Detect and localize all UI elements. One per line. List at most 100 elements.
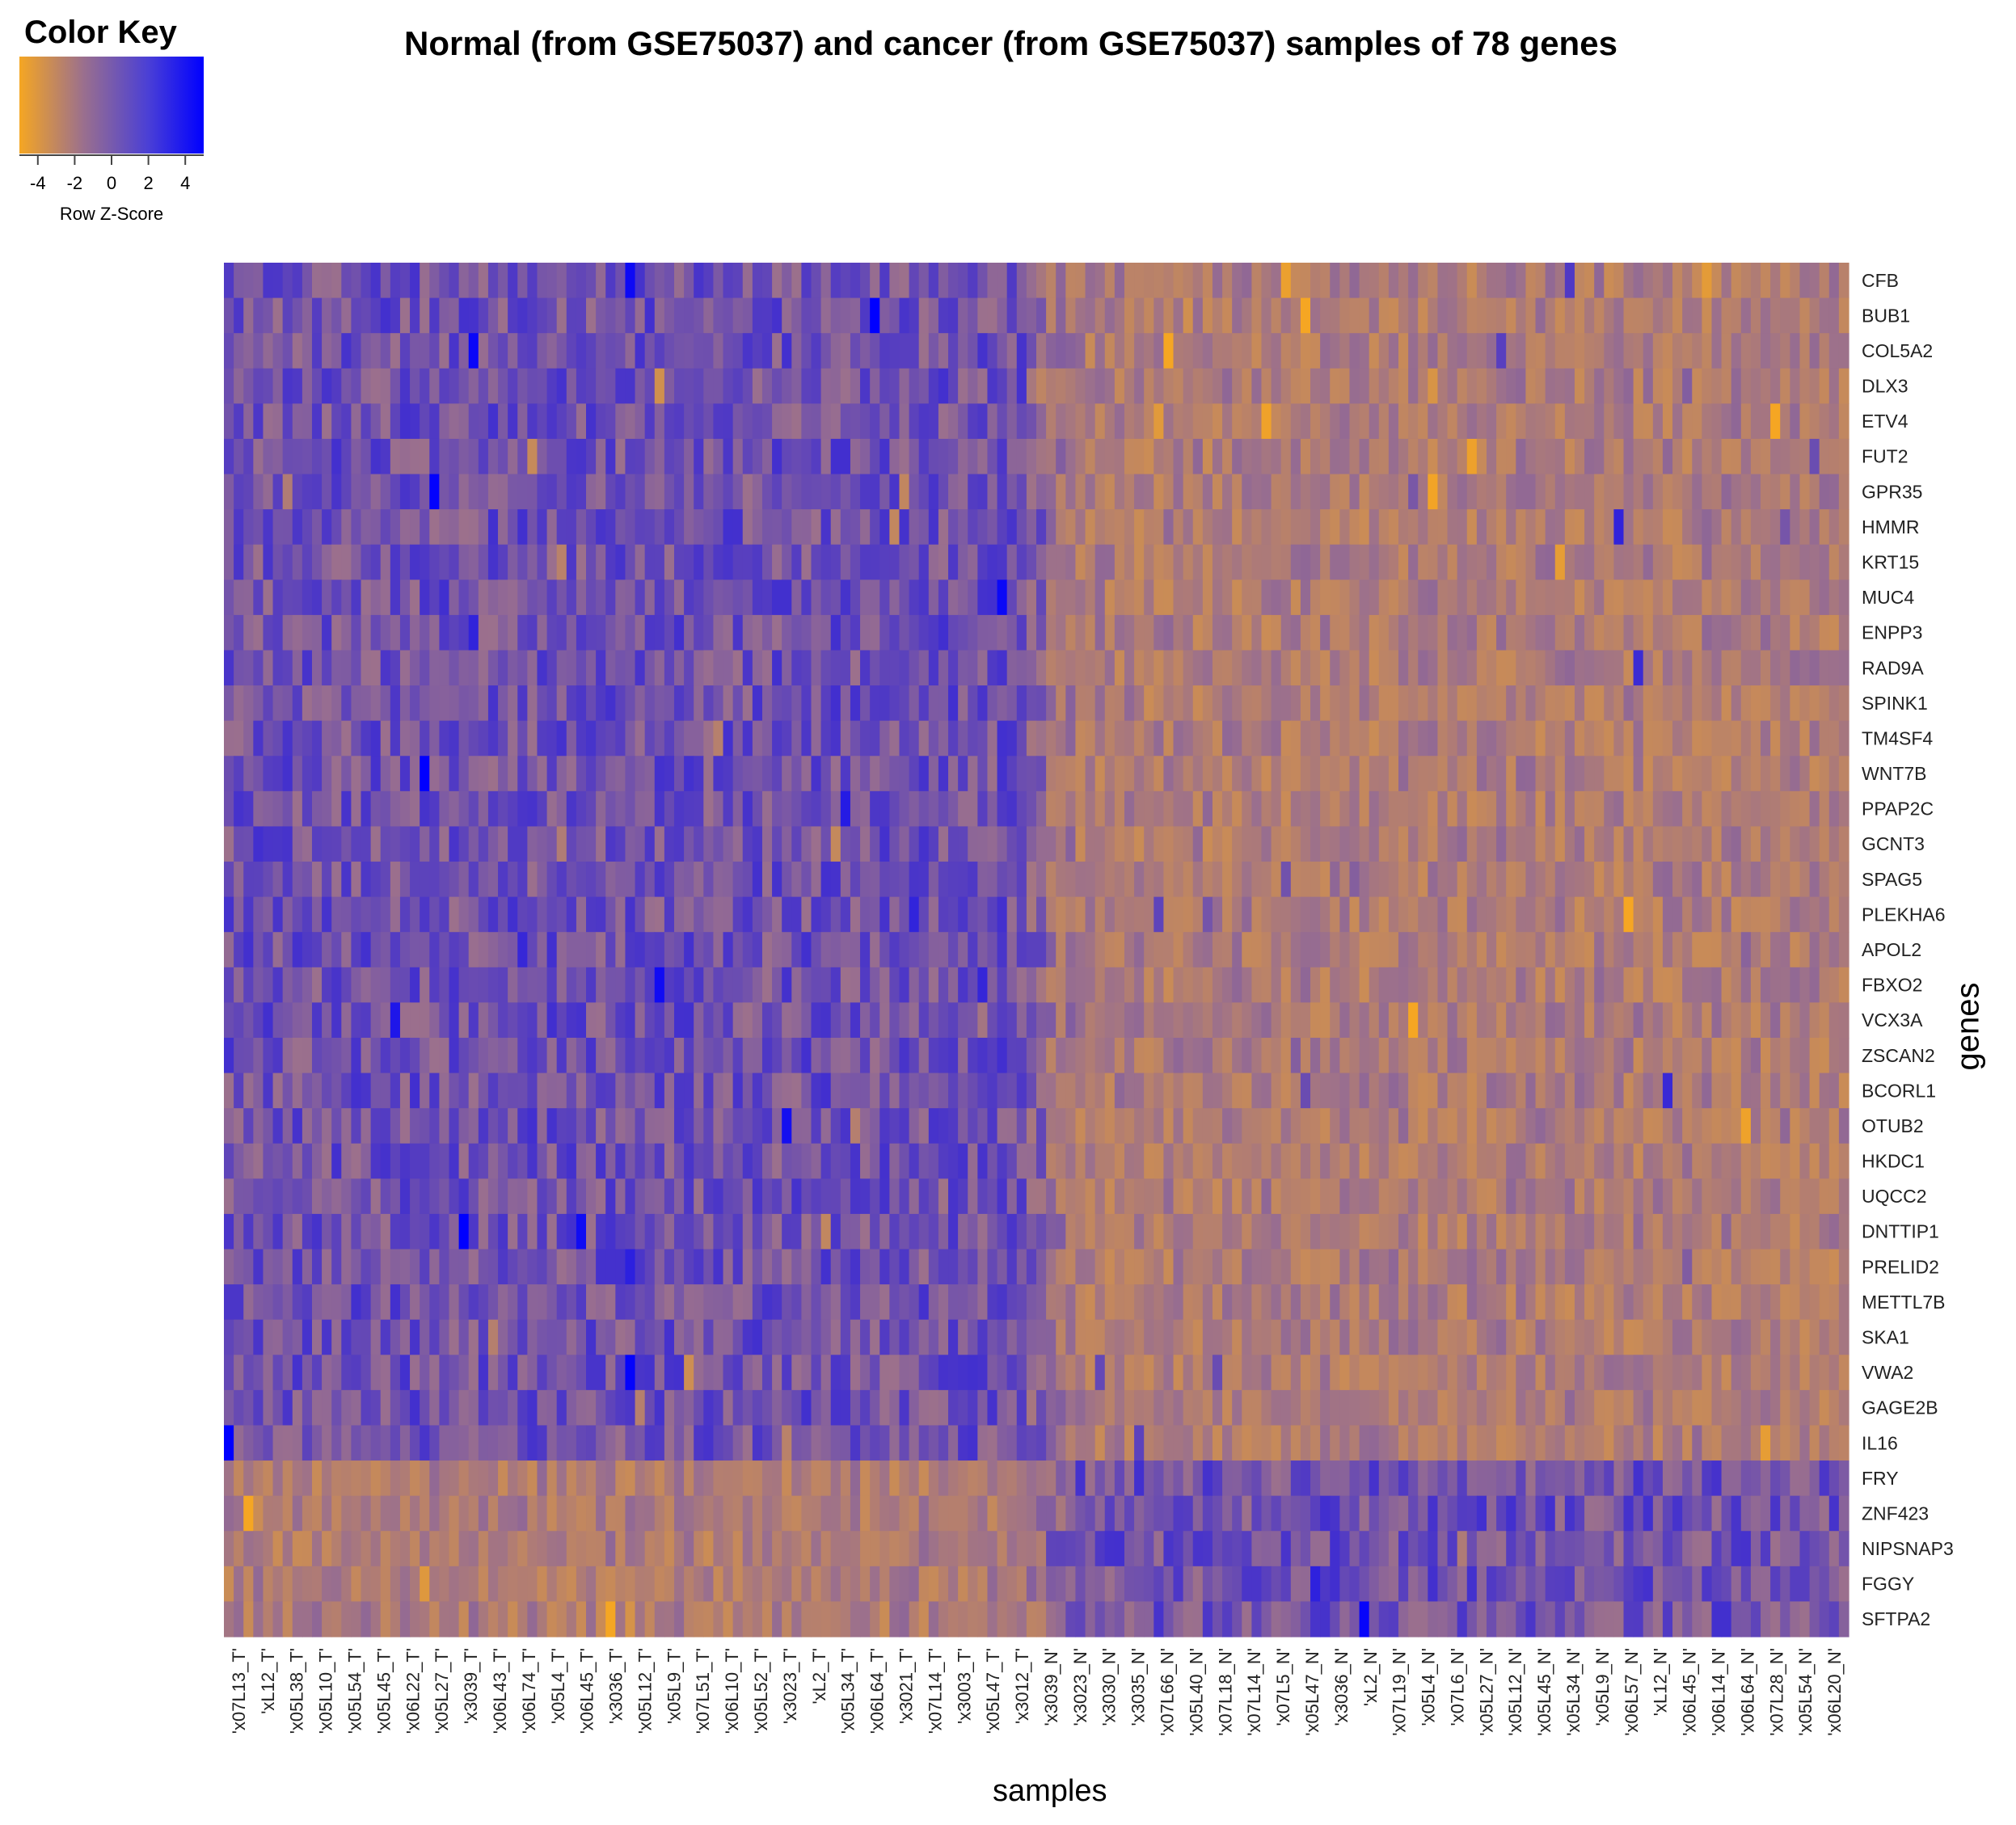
heatmap-cell <box>234 756 244 792</box>
heatmap-cell <box>311 790 323 828</box>
heatmap-cell <box>566 1108 577 1144</box>
heatmap-cell <box>654 474 665 510</box>
heatmap-cell <box>605 720 616 757</box>
heatmap-cell <box>761 1108 773 1144</box>
heatmap-cell <box>1094 509 1106 546</box>
heatmap-cell <box>1006 580 1018 616</box>
heatmap-cell <box>1770 896 1781 933</box>
heatmap-cell <box>1046 509 1057 546</box>
heatmap-cell <box>635 333 646 369</box>
heatmap-cell <box>1819 1002 1830 1039</box>
heatmap-cell <box>742 756 753 792</box>
heatmap-cell <box>791 1143 802 1179</box>
heatmap-cell <box>899 1178 910 1215</box>
heatmap-cell <box>1623 932 1634 968</box>
heatmap-cell <box>791 896 802 933</box>
heatmap-cell <box>1545 1284 1556 1321</box>
heatmap-cell <box>380 474 391 510</box>
heatmap-cell <box>410 1284 420 1321</box>
heatmap-cell <box>263 403 274 440</box>
heatmap-cell <box>1437 297 1449 334</box>
heatmap-cell <box>546 1073 558 1109</box>
heatmap-cell <box>487 1249 499 1285</box>
heatmap-cell <box>1398 932 1409 968</box>
heatmap-cell <box>811 297 822 334</box>
heatmap-cell <box>1173 862 1184 898</box>
heatmap-cell <box>928 474 939 510</box>
heatmap-cell <box>1770 756 1781 792</box>
heatmap-cell <box>879 756 890 792</box>
heatmap-cell <box>1222 263 1233 299</box>
heatmap-cell <box>1212 967 1223 1003</box>
heatmap-cell <box>1065 932 1077 968</box>
heatmap-cell <box>1466 263 1478 299</box>
heatmap-cell <box>1075 720 1086 757</box>
heatmap-cell <box>938 1037 949 1074</box>
heatmap-cell <box>1545 1249 1556 1285</box>
heatmap-cell <box>1516 1037 1527 1074</box>
heatmap-cell <box>1819 1249 1830 1285</box>
heatmap-cell <box>997 720 1008 757</box>
heatmap-cell <box>1809 1073 1820 1109</box>
heatmap-cell <box>478 1213 489 1250</box>
heatmap-cell <box>1594 967 1605 1003</box>
heatmap-cell <box>673 580 685 616</box>
heatmap-cell <box>870 1178 880 1215</box>
heatmap-cell <box>458 650 470 686</box>
heatmap-cell <box>664 756 675 792</box>
heatmap-cell <box>1516 967 1527 1003</box>
heatmap-cell <box>292 685 303 722</box>
heatmap-cell <box>302 544 313 580</box>
heatmap-cell <box>605 1037 616 1074</box>
heatmap-cell <box>958 650 968 686</box>
heatmap-cell <box>1731 614 1742 651</box>
heatmap-cell <box>586 1213 597 1250</box>
heatmap-cell <box>234 544 244 580</box>
heatmap-cell <box>742 614 753 651</box>
heatmap-cell <box>723 263 734 299</box>
heatmap-cell <box>899 368 910 404</box>
heatmap-cell <box>1114 826 1125 862</box>
heatmap-cell <box>1809 580 1820 616</box>
heatmap-cell <box>1232 650 1242 686</box>
heatmap-cell <box>1388 862 1399 898</box>
heatmap-cell <box>968 790 978 828</box>
heatmap-cell <box>899 580 910 616</box>
heatmap-cell <box>263 263 274 299</box>
heatmap-cell <box>958 826 968 862</box>
heatmap-cell <box>1516 1002 1527 1039</box>
heatmap-cell <box>1339 1108 1351 1144</box>
heatmap-cell <box>1261 685 1272 722</box>
heatmap-cell <box>380 862 391 898</box>
heatmap-cell <box>1711 1178 1723 1215</box>
heatmap-cell <box>928 614 939 651</box>
heatmap-cell <box>546 1249 558 1285</box>
heatmap-cell <box>713 932 724 968</box>
heatmap-cell <box>420 756 430 792</box>
heatmap-cell <box>1428 1108 1439 1144</box>
heatmap-cell <box>968 1178 978 1215</box>
heatmap-cell <box>1026 1249 1037 1285</box>
heatmap-cell <box>742 1002 753 1039</box>
heatmap-cell <box>243 862 254 898</box>
heatmap-cell <box>1183 1143 1194 1179</box>
heatmap-cell <box>918 438 930 475</box>
heatmap-cell <box>811 580 822 616</box>
heatmap-cell <box>311 438 323 475</box>
heatmap-cell <box>625 1213 636 1250</box>
heatmap-cell <box>870 333 880 369</box>
heatmap-cell <box>1476 263 1487 299</box>
heatmap-cell <box>860 333 871 369</box>
heatmap-cell <box>449 403 460 440</box>
heatmap-cell <box>1026 1213 1037 1250</box>
heatmap-cell <box>272 790 284 828</box>
heatmap-cell <box>1212 862 1223 898</box>
heatmap-cell <box>322 1213 332 1250</box>
heatmap-cell <box>889 756 900 792</box>
heatmap-cell <box>1222 1073 1233 1109</box>
heatmap-cell <box>635 544 646 580</box>
heatmap-cell <box>1418 474 1428 510</box>
heatmap-cell <box>1604 720 1614 757</box>
heatmap-cell <box>654 1108 665 1144</box>
heatmap-cell <box>899 333 910 369</box>
